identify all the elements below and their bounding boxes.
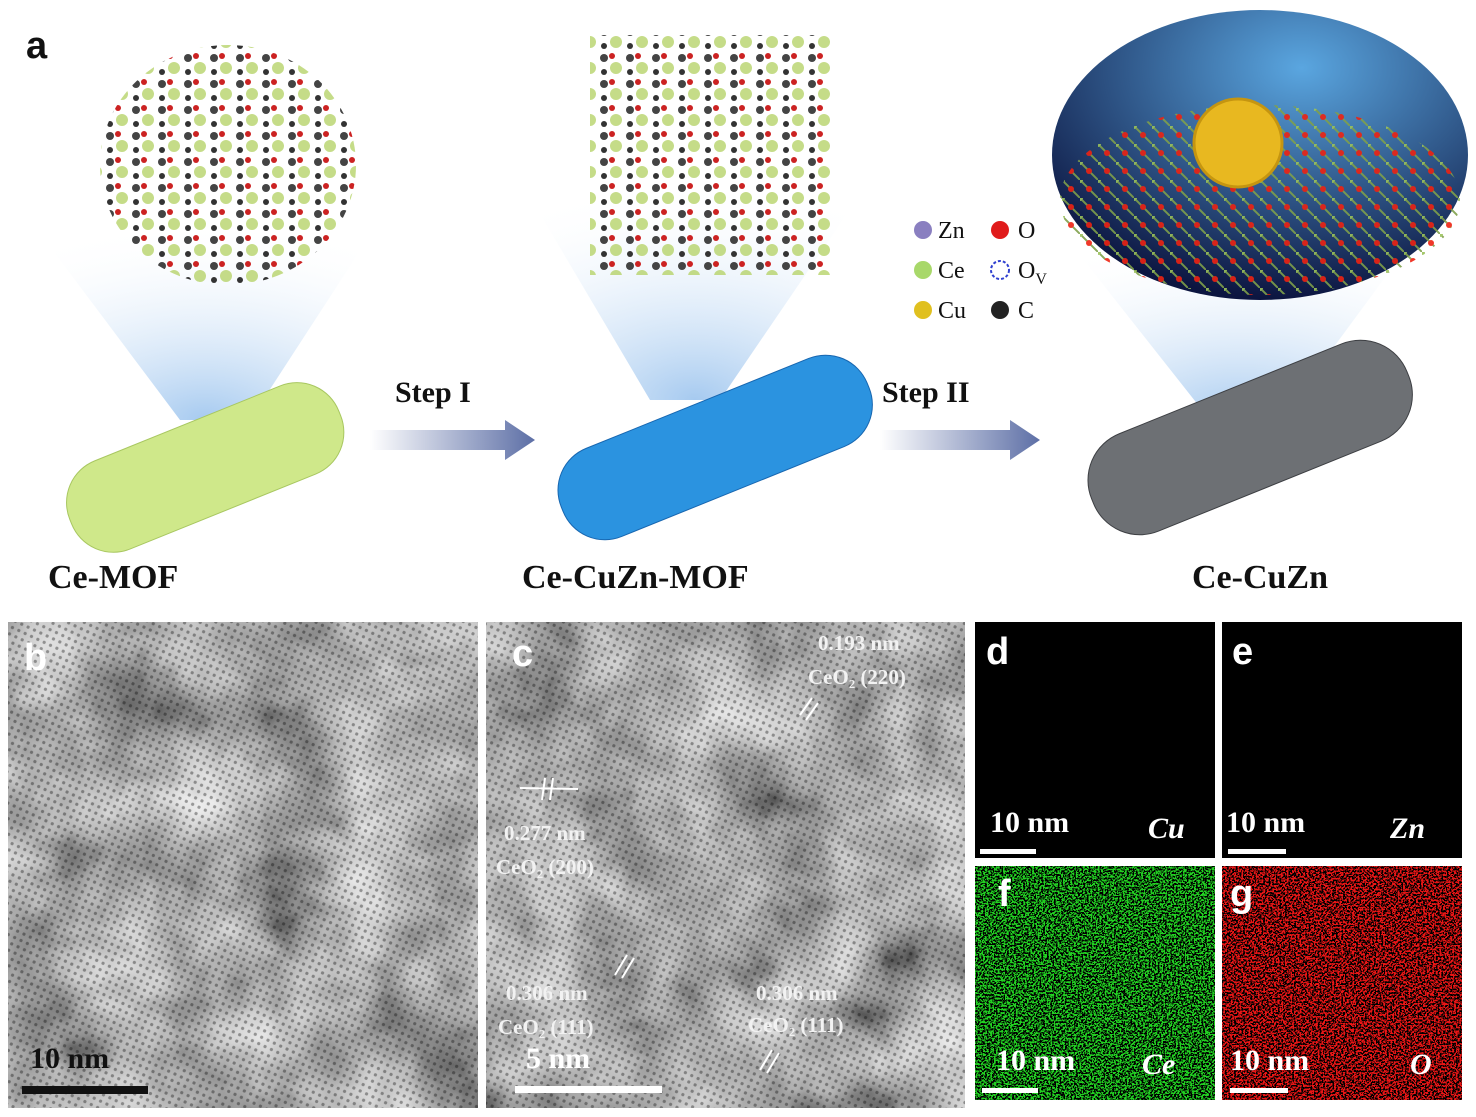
mof-structure bbox=[100, 45, 356, 285]
rod-ce-cuzn bbox=[1087, 339, 1413, 536]
legend-label: Zn bbox=[938, 218, 965, 244]
legend-symbol bbox=[991, 301, 1009, 319]
rod-ce-cuzn-mof bbox=[557, 354, 873, 541]
lattice-fringes bbox=[486, 622, 965, 1108]
eds-map-cu bbox=[975, 622, 1215, 858]
scale-bar-label: 5 nm bbox=[526, 1042, 590, 1075]
rod-ce-mof bbox=[66, 382, 345, 553]
panel-label: a bbox=[26, 25, 48, 67]
legend-symbol bbox=[990, 260, 1010, 280]
legend-symbol bbox=[914, 221, 932, 239]
panel-label: c bbox=[512, 633, 533, 675]
oxide-lattice bbox=[1060, 105, 1460, 295]
d-spacing: 0.306 nm bbox=[506, 981, 588, 1005]
lattice-plane: CeO₂ (220) bbox=[808, 665, 906, 689]
cone bbox=[30, 220, 380, 420]
element-label: Zn bbox=[1389, 812, 1425, 845]
legend-label: O bbox=[1018, 258, 1035, 284]
element-label: Ce bbox=[1142, 1048, 1175, 1081]
panel-label: b bbox=[24, 637, 47, 679]
lattice-plane: CeO₂ (111) bbox=[498, 1015, 594, 1039]
step-label: Step II bbox=[882, 376, 970, 409]
arrow bbox=[880, 420, 1040, 460]
legend-label: C bbox=[1018, 298, 1034, 324]
structure-label: Ce-CuZn-MOF bbox=[522, 559, 749, 596]
arrow bbox=[370, 420, 535, 460]
legend-label: OV bbox=[1018, 258, 1047, 288]
legend-subscript: V bbox=[1035, 271, 1047, 288]
d-spacing: 0.277 nm bbox=[504, 821, 586, 845]
fringe-markers bbox=[519, 697, 819, 1074]
scale-bar-label: 10 nm bbox=[1230, 1044, 1309, 1077]
d-spacing: 0.306 nm bbox=[756, 981, 838, 1005]
legend-label: Ce bbox=[938, 258, 965, 284]
element-label: O bbox=[1410, 1048, 1432, 1081]
scale-bar bbox=[982, 1088, 1038, 1093]
legend-symbol bbox=[914, 261, 932, 279]
legend-label: Cu bbox=[938, 298, 966, 324]
lattice-plane: CeO₂ (200) bbox=[496, 855, 594, 879]
scale-bar-label: 10 nm bbox=[1226, 806, 1305, 839]
lattice-plane: CeO₂ (111) bbox=[748, 1013, 844, 1037]
structure-label: Ce-CuZn bbox=[1192, 559, 1328, 596]
panel-label: d bbox=[986, 631, 1009, 673]
element-label: Cu bbox=[1148, 812, 1185, 845]
scale-bar bbox=[22, 1086, 148, 1094]
scale-bar bbox=[1228, 849, 1286, 854]
scale-bar bbox=[515, 1086, 662, 1093]
cu-particle bbox=[1192, 97, 1284, 189]
legend-symbol bbox=[914, 301, 932, 319]
d-spacing: 0.193 nm bbox=[818, 631, 900, 655]
scale-bar-label: 10 nm bbox=[30, 1042, 109, 1075]
eds-map-ce bbox=[975, 866, 1215, 1100]
structure-label: Ce-MOF bbox=[48, 559, 178, 596]
scale-bar-label: 10 nm bbox=[996, 1044, 1075, 1077]
eds-map-zn bbox=[1222, 622, 1462, 858]
eds-map-o bbox=[1222, 866, 1462, 1100]
scale-bar bbox=[1230, 1088, 1288, 1093]
scale-bar bbox=[980, 849, 1036, 854]
legend-label: O bbox=[1018, 218, 1035, 244]
panel-label: f bbox=[998, 873, 1011, 915]
step-label: Step I bbox=[395, 376, 471, 409]
lattice-fringes bbox=[8, 622, 478, 1108]
panel-label: g bbox=[1230, 873, 1253, 915]
scale-bar-label: 10 nm bbox=[990, 806, 1069, 839]
mof-structure bbox=[590, 35, 830, 275]
panel-label: e bbox=[1232, 631, 1253, 673]
legend-symbol bbox=[991, 221, 1009, 239]
